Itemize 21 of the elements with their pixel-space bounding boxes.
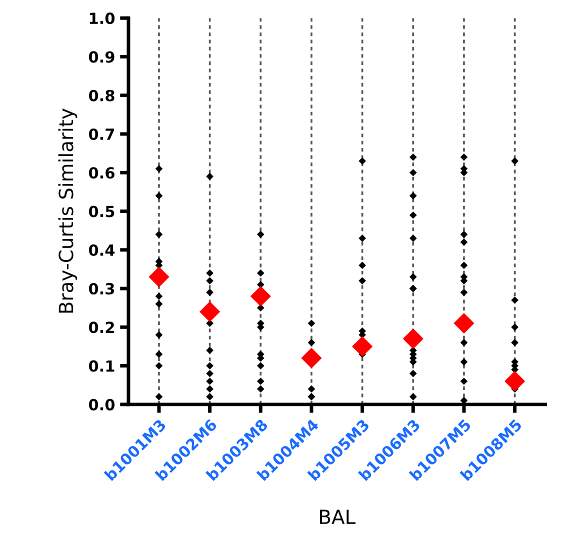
y-tick-label: 0.0 <box>88 398 115 410</box>
point <box>504 370 526 392</box>
point <box>454 312 474 334</box>
point <box>301 348 322 368</box>
point <box>352 336 373 357</box>
x-axis-title: BAL <box>320 510 356 524</box>
y-tick-label: 0.1 <box>88 360 114 372</box>
y-tick-label: 0.9 <box>88 51 114 63</box>
y-tick-label: 0.3 <box>88 282 114 295</box>
y-tick-label: 0.8 <box>88 90 114 102</box>
y-tick-label: 0.6 <box>88 167 114 179</box>
y-tick-label: 0.2 <box>88 322 114 334</box>
point <box>250 286 271 307</box>
point <box>402 328 424 350</box>
point <box>148 266 170 288</box>
y-axis-title: Bray-Curtis Similarity <box>58 108 78 313</box>
point <box>200 301 220 322</box>
y-tick-label: 1.0 <box>90 12 115 24</box>
y-tick-label: 0.5 <box>88 206 114 218</box>
y-tick-label: 0.7 <box>88 128 114 140</box>
y-tick-label: 0.4 <box>88 244 115 256</box>
